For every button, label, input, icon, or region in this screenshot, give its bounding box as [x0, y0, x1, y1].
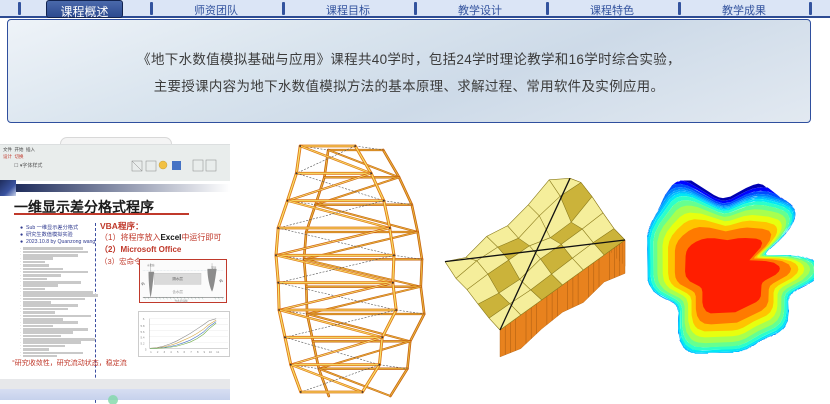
svg-text:7: 7 [190, 350, 192, 354]
svg-text:φ₁: φ₁ [141, 281, 145, 285]
svg-text:5: 5 [145, 348, 147, 352]
svg-text:隔水层: 隔水层 [172, 276, 183, 281]
svg-text:5.8: 5.8 [140, 324, 144, 328]
svg-text:3: 3 [163, 350, 165, 354]
svg-text:9: 9 [204, 350, 206, 354]
svg-text:8: 8 [197, 350, 199, 354]
svg-text:1: 1 [150, 350, 152, 354]
svg-text:φ₂: φ₂ [219, 278, 223, 282]
svg-text:5.6: 5.6 [140, 330, 144, 334]
svg-text:5: 5 [177, 350, 179, 354]
svg-text:10: 10 [209, 350, 213, 354]
svg-text:含水层底板: 含水层底板 [174, 299, 188, 303]
svg-text:4: 4 [170, 350, 172, 354]
svg-text:含水层: 含水层 [172, 289, 183, 294]
svg-text:6: 6 [143, 317, 145, 321]
svg-text:水位线: 水位线 [147, 263, 155, 267]
svg-text:11: 11 [216, 350, 219, 354]
svg-text:5.2: 5.2 [140, 342, 144, 346]
svg-text:5.4: 5.4 [140, 336, 144, 340]
svg-text:2: 2 [157, 350, 159, 354]
svg-text:6: 6 [184, 350, 186, 354]
